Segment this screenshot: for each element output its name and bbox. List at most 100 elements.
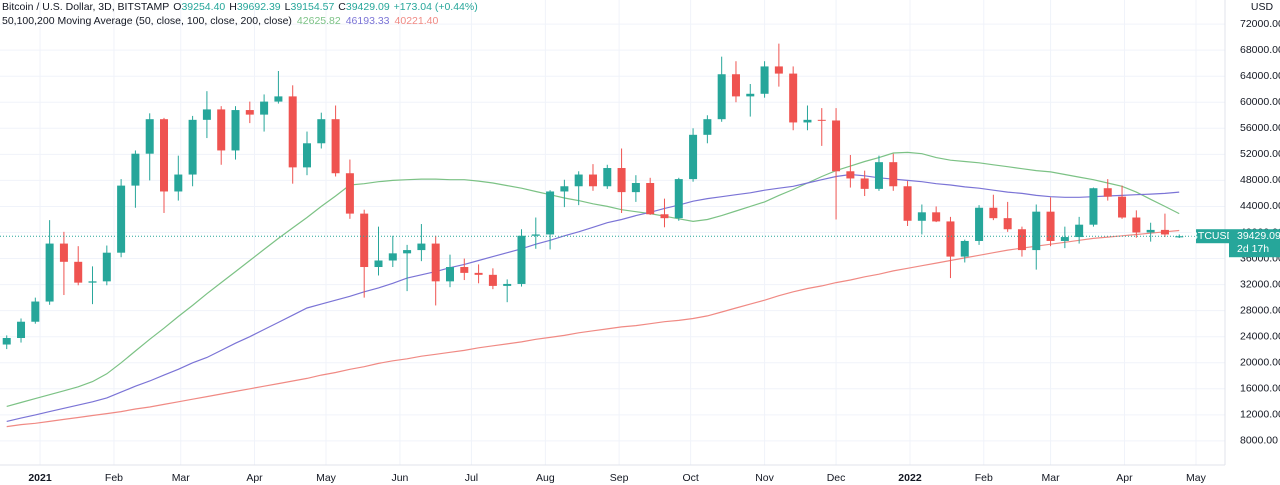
candle-body bbox=[131, 153, 140, 186]
candle-body bbox=[431, 243, 440, 282]
symbol-tag bbox=[1196, 229, 1229, 244]
candle-body bbox=[17, 321, 26, 339]
candle-body bbox=[1003, 218, 1012, 230]
candle-body bbox=[331, 119, 340, 174]
candle-body bbox=[946, 221, 955, 257]
indicator-value: 46193.33 bbox=[346, 15, 390, 27]
y-tick-label: 48000.00 bbox=[1240, 174, 1280, 186]
candle-body bbox=[903, 186, 912, 221]
moving-average-line bbox=[6, 151, 1180, 407]
candle-body bbox=[832, 120, 841, 172]
price-tag-price: 39429.09 bbox=[1237, 230, 1280, 242]
candle-body bbox=[546, 191, 555, 235]
y-tick-label: 16000.00 bbox=[1240, 383, 1280, 395]
y-tick-label: 24000.00 bbox=[1240, 330, 1280, 342]
y-tick-label: 60000.00 bbox=[1240, 96, 1280, 108]
ohlc-letter: L bbox=[285, 1, 291, 13]
x-tick-label: Oct bbox=[682, 472, 698, 484]
y-tick-label: 28000.00 bbox=[1240, 304, 1280, 316]
y-tick-label: 68000.00 bbox=[1240, 44, 1280, 56]
candle-body bbox=[74, 261, 83, 283]
candle-body bbox=[803, 119, 812, 123]
x-tick-label: Nov bbox=[755, 472, 774, 484]
symbol-tag-label: BTCUSD bbox=[1191, 230, 1235, 242]
x-tick-label: Apr bbox=[246, 472, 263, 484]
candle-body bbox=[1060, 237, 1069, 241]
indicator-value: 42625.82 bbox=[297, 15, 341, 27]
candle-body bbox=[1046, 211, 1055, 241]
candle-body bbox=[59, 243, 68, 262]
x-tick-label: Feb bbox=[975, 472, 993, 484]
candle-body bbox=[874, 162, 883, 189]
candle-body bbox=[617, 168, 626, 193]
candle-body bbox=[174, 174, 183, 192]
candle-body bbox=[1089, 188, 1098, 225]
candle-body bbox=[846, 171, 855, 179]
candle-body bbox=[245, 110, 254, 115]
x-tick-label: Aug bbox=[536, 472, 555, 484]
ohlc-letter: C bbox=[338, 1, 346, 13]
candle-body bbox=[317, 119, 326, 144]
candle-body bbox=[117, 185, 126, 253]
candle-body bbox=[274, 96, 283, 102]
candle-body bbox=[460, 267, 469, 273]
x-tick-label: Mar bbox=[172, 472, 191, 484]
candle-body bbox=[202, 109, 211, 120]
candle-body bbox=[932, 212, 941, 222]
candle-body bbox=[789, 73, 798, 123]
ohlc-letter: O bbox=[173, 1, 181, 13]
price-tag bbox=[1229, 229, 1280, 258]
candle-body bbox=[303, 143, 312, 168]
ohlc-value: 39692.39 bbox=[237, 1, 281, 13]
candle-body bbox=[145, 119, 154, 154]
y-tick-label: 20000.00 bbox=[1240, 357, 1280, 369]
moving-average-line bbox=[6, 229, 1180, 428]
x-tick-label: Jul bbox=[465, 472, 478, 484]
candle-body bbox=[717, 74, 726, 120]
ohlc-value: 39154.57 bbox=[290, 1, 334, 13]
y-tick-label: 8000.00 bbox=[1240, 435, 1278, 447]
x-tick-label: Apr bbox=[1116, 472, 1133, 484]
x-tick-label: Jun bbox=[391, 472, 408, 484]
symbol: Bitcoin / U.S. Dollar, 3D, BITSTAMP bbox=[2, 1, 169, 13]
x-tick-label: 2022 bbox=[898, 472, 922, 484]
candle-body bbox=[1103, 188, 1112, 197]
candle-body bbox=[588, 174, 597, 187]
candle-body bbox=[374, 260, 383, 268]
candle-body bbox=[889, 162, 898, 187]
candle-body bbox=[975, 207, 984, 241]
candle-body bbox=[1017, 229, 1026, 251]
change: +173.04 (+0.44%) bbox=[394, 1, 478, 13]
y-tick-label: 44000.00 bbox=[1240, 200, 1280, 212]
candle-body bbox=[288, 96, 297, 168]
candle-body bbox=[517, 235, 526, 284]
ohlc-letter: H bbox=[229, 1, 237, 13]
candle-body bbox=[531, 234, 540, 236]
candle-body bbox=[474, 272, 483, 275]
moving-averages bbox=[6, 151, 1180, 428]
candle-body bbox=[674, 179, 683, 219]
indicator-header: 50,100,200 Moving Average (50, close, 10… bbox=[2, 15, 438, 27]
candle-body bbox=[260, 101, 269, 115]
x-tick-label: Feb bbox=[105, 472, 123, 484]
candle-body bbox=[631, 183, 640, 193]
candle-body bbox=[2, 338, 11, 345]
candle-body bbox=[403, 250, 412, 254]
grid bbox=[0, 0, 1225, 465]
candle-body bbox=[560, 186, 569, 192]
candle-body bbox=[45, 243, 54, 302]
candle-body bbox=[574, 174, 583, 187]
candle-body bbox=[817, 119, 826, 121]
candle-body bbox=[1146, 229, 1155, 233]
candle-body bbox=[388, 253, 397, 261]
candle-body bbox=[917, 212, 926, 221]
candle-body bbox=[360, 213, 369, 268]
symbol-header: Bitcoin / U.S. Dollar, 3D, BITSTAMP O3925… bbox=[2, 1, 478, 13]
x-tick-label: Mar bbox=[1042, 472, 1061, 484]
candle-body bbox=[774, 66, 783, 74]
y-tick-label: 64000.00 bbox=[1240, 70, 1280, 82]
candle-body bbox=[689, 134, 698, 180]
ohlc-value: 39254.40 bbox=[181, 1, 225, 13]
candle-body bbox=[1118, 196, 1127, 218]
